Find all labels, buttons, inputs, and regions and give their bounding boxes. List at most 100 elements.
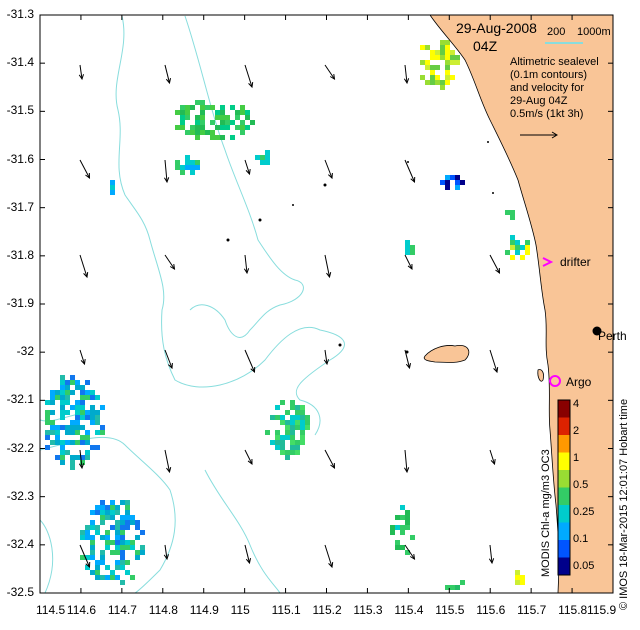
velocity-arrowhead	[403, 78, 410, 85]
chl-pixel	[190, 160, 195, 165]
chl-pixel	[455, 175, 460, 180]
chl-pixel	[125, 510, 130, 515]
y-tick-label: -31.5	[6, 103, 34, 118]
velocity-arrow	[324, 254, 330, 278]
chl-pixel	[275, 445, 280, 450]
velocity-arrow	[164, 159, 168, 183]
velocity-arrowhead	[250, 366, 256, 374]
chl-pixel	[435, 55, 440, 60]
chl-pixel	[235, 115, 240, 120]
perth-marker	[592, 326, 602, 336]
chl-pixel	[115, 530, 120, 535]
chl-pixel	[55, 425, 60, 430]
chl-pixel	[510, 240, 515, 245]
chl-pixel	[45, 410, 50, 415]
chl-pixel	[85, 450, 90, 455]
chl-pixel	[445, 60, 450, 65]
velocity-arrow	[164, 349, 173, 369]
chl-pixel	[80, 395, 85, 400]
chl-pixel	[100, 510, 105, 515]
chl-pixel	[195, 160, 200, 165]
chl-pixel	[290, 420, 295, 425]
chl-pixel	[200, 105, 205, 110]
x-tick-label: 115.2	[312, 603, 342, 617]
chl-pixel	[285, 450, 290, 455]
chl-pixel	[400, 505, 405, 510]
velocity-arrowhead	[329, 73, 336, 80]
chl-pixel	[115, 540, 120, 545]
chl-pixel	[445, 75, 450, 80]
chl-pixel	[440, 55, 445, 60]
chl-pixel	[135, 520, 140, 525]
chl-pixel	[50, 425, 55, 430]
chl-pixel	[55, 390, 60, 395]
velocity-arrow	[79, 159, 90, 179]
chl-pixel	[70, 430, 75, 435]
chl-pixel	[215, 110, 220, 115]
chl-pixel	[405, 515, 410, 520]
velocity-arrow	[404, 64, 408, 84]
chl-pixel	[75, 410, 80, 415]
coastal-dots	[226, 141, 494, 354]
chl-pixel	[285, 420, 290, 425]
chl-pixel	[295, 410, 300, 415]
chl-pixel	[275, 405, 280, 410]
chl-pixel	[300, 435, 305, 440]
chl-pixel	[300, 425, 305, 430]
chl-pixel	[90, 410, 95, 415]
velocity-arrow	[324, 449, 335, 469]
chl-pixel	[90, 525, 95, 530]
chl-pixel	[115, 565, 120, 570]
chl-pixel	[50, 390, 55, 395]
chl-pixel	[515, 580, 520, 585]
chl-pixel	[280, 440, 285, 445]
velocity-arrow	[324, 544, 333, 568]
velocity-arrow	[489, 449, 495, 465]
chl-pixel	[105, 535, 110, 540]
chl-pixel	[510, 255, 515, 260]
x-tick-label: 115	[230, 603, 250, 617]
chl-pixel	[245, 115, 250, 120]
chl-pixel	[210, 120, 215, 125]
chl-pixel	[445, 45, 450, 50]
chl-pixel	[180, 120, 185, 125]
chl-pixel	[515, 570, 520, 575]
chl-pixel	[60, 405, 65, 410]
chl-pixel	[195, 125, 200, 130]
x-tick-label: 115.1	[271, 603, 301, 617]
chl-pixel	[105, 530, 110, 535]
velocity-arrow	[79, 544, 90, 568]
chl-pixel	[75, 440, 80, 445]
chl-pixel	[405, 245, 410, 250]
chl-pixel	[240, 110, 245, 115]
chl-pixel	[270, 415, 275, 420]
chl-pixel	[220, 135, 225, 140]
chl-pixel	[185, 130, 190, 135]
chl-pixel	[450, 55, 455, 60]
y-tick-label: -32.4	[6, 536, 34, 551]
chl-pixel	[200, 100, 205, 105]
chl-pixel	[175, 165, 180, 170]
chl-pixel	[125, 500, 130, 505]
chl-pixel	[430, 65, 435, 70]
chl-pixel	[190, 125, 195, 130]
chl-pixel	[110, 505, 115, 510]
chl-pixel	[135, 525, 140, 530]
chl-pixel	[90, 395, 95, 400]
chl-pixel	[225, 125, 230, 130]
colorbar-tick-label: 4	[573, 398, 580, 410]
chl-pixel	[180, 170, 185, 175]
chl-pixel	[115, 575, 120, 580]
chl-pixel	[520, 575, 525, 580]
chl-pixel	[290, 450, 295, 455]
velocity-arrowhead	[85, 561, 91, 569]
chl-pixel	[455, 585, 460, 590]
velocity-arrowhead	[326, 272, 332, 279]
chl-pixel	[295, 425, 300, 430]
chl-pixel	[390, 530, 395, 535]
chl-pixel	[125, 545, 130, 550]
y-tick-label: -31.4	[6, 55, 34, 70]
chl-pixel	[75, 430, 80, 435]
chl-pixel	[515, 250, 520, 255]
chl-pixel	[230, 120, 235, 125]
